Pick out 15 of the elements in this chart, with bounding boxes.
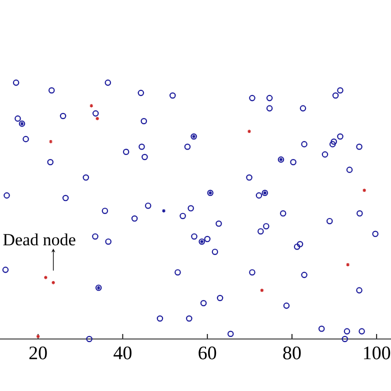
point — [44, 275, 48, 280]
annotation: Dead node — [3, 233, 76, 246]
point — [162, 208, 166, 213]
x-tick-label: 80 — [283, 346, 301, 360]
point — [192, 134, 196, 139]
point — [96, 286, 101, 290]
point — [362, 188, 366, 192]
x-tick-label: 20 — [29, 346, 47, 360]
x-tick-label: 100 — [364, 346, 390, 360]
point — [20, 122, 24, 126]
point — [89, 104, 94, 108]
x-tick-label: 40 — [114, 346, 132, 360]
x-tick-label: 60 — [198, 346, 216, 360]
point — [260, 288, 264, 292]
point — [346, 262, 350, 267]
